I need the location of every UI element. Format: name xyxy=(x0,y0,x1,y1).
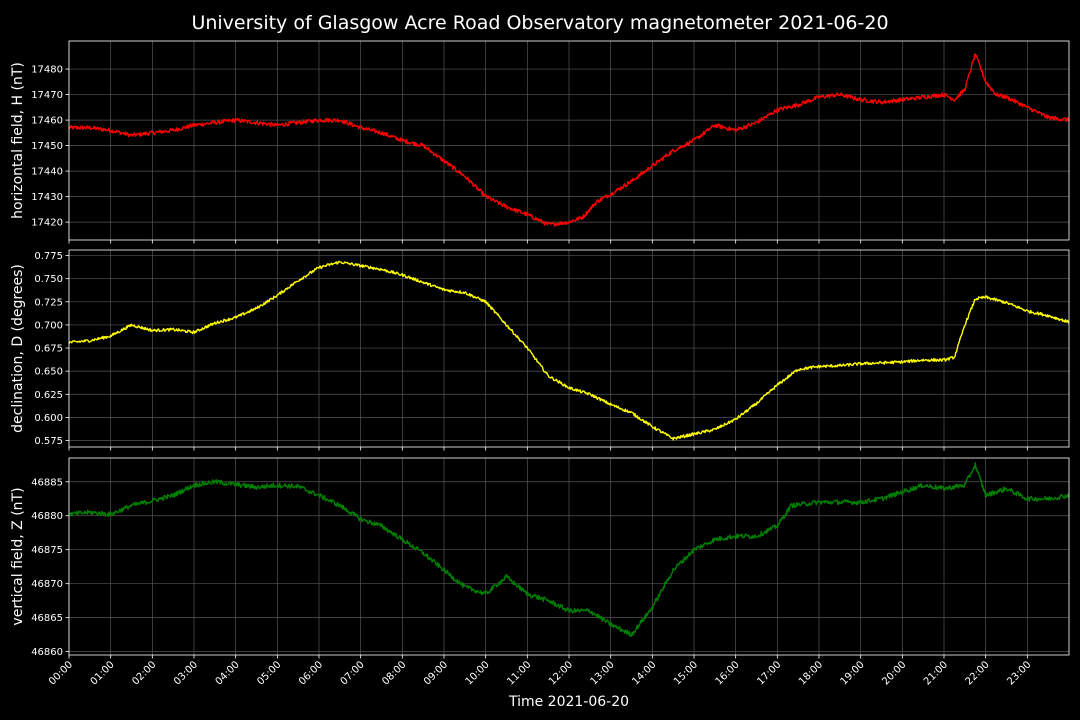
y-tick-label: 0.675 xyxy=(34,344,63,355)
chart-title: University of Glasgow Acre Road Observat… xyxy=(191,12,888,34)
panel-horizontal-field: 17420 17430 17440 17450 17460 17470 17480 horiz… xyxy=(10,40,1070,244)
y-tick-label: 0.725 xyxy=(34,297,63,308)
panel-declination: 0.575 0.600 0.625 0.650 0.675 0.700 0.725 0.750… xyxy=(10,249,1070,451)
y-axis-label-declination: declination, D (degrees) xyxy=(10,264,26,433)
y-tick-label: 0.600 xyxy=(34,413,63,424)
y-tick-label: 46865 xyxy=(31,613,63,624)
series-line-declination xyxy=(68,260,1070,441)
y-tick-label: 46870 xyxy=(31,579,63,590)
y-tick-label: 0.775 xyxy=(34,251,63,262)
y-tick-label: 17420 xyxy=(31,218,63,229)
series-line-vertical-field xyxy=(68,462,1070,637)
y-tick-label: 46885 xyxy=(31,477,63,488)
y-tick-label: 0.575 xyxy=(34,436,63,447)
panel-frame xyxy=(68,249,1070,448)
y-tick-label: 46880 xyxy=(31,511,63,522)
y-tick-label: 17460 xyxy=(31,116,63,127)
y-tick-label: 17470 xyxy=(31,90,63,101)
y-tick-label: 17430 xyxy=(31,192,63,203)
y-axis-label-horizontal-field: horizontal field, H (nT) xyxy=(10,62,26,219)
y-tick-label: 46860 xyxy=(31,647,63,658)
chart-panels: 17420 17430 17440 17450 17460 17470 17480 horiz… xyxy=(10,40,1070,659)
y-tick-label: 0.700 xyxy=(34,320,63,331)
series-line-horizontal-field xyxy=(68,53,1070,227)
x-axis-label: Time 2021-06-20 xyxy=(508,694,629,710)
y-tick-label: 17440 xyxy=(31,167,63,178)
panel-frame xyxy=(68,40,1070,241)
y-tick-label: 0.650 xyxy=(34,367,63,378)
y-axis-label-vertical-field: vertical field, Z (nT) xyxy=(10,487,26,625)
panel-frame xyxy=(68,457,1070,656)
y-tick-label: 17480 xyxy=(31,65,63,76)
y-tick-label: 0.625 xyxy=(34,390,63,401)
y-tick-label: 0.750 xyxy=(34,274,63,285)
y-tick-label: 46875 xyxy=(31,545,63,556)
panel-vertical-field: 46860 46865 46870 46875 46880 46885 vertical f… xyxy=(10,457,1070,659)
y-tick-label: 17450 xyxy=(31,141,63,152)
